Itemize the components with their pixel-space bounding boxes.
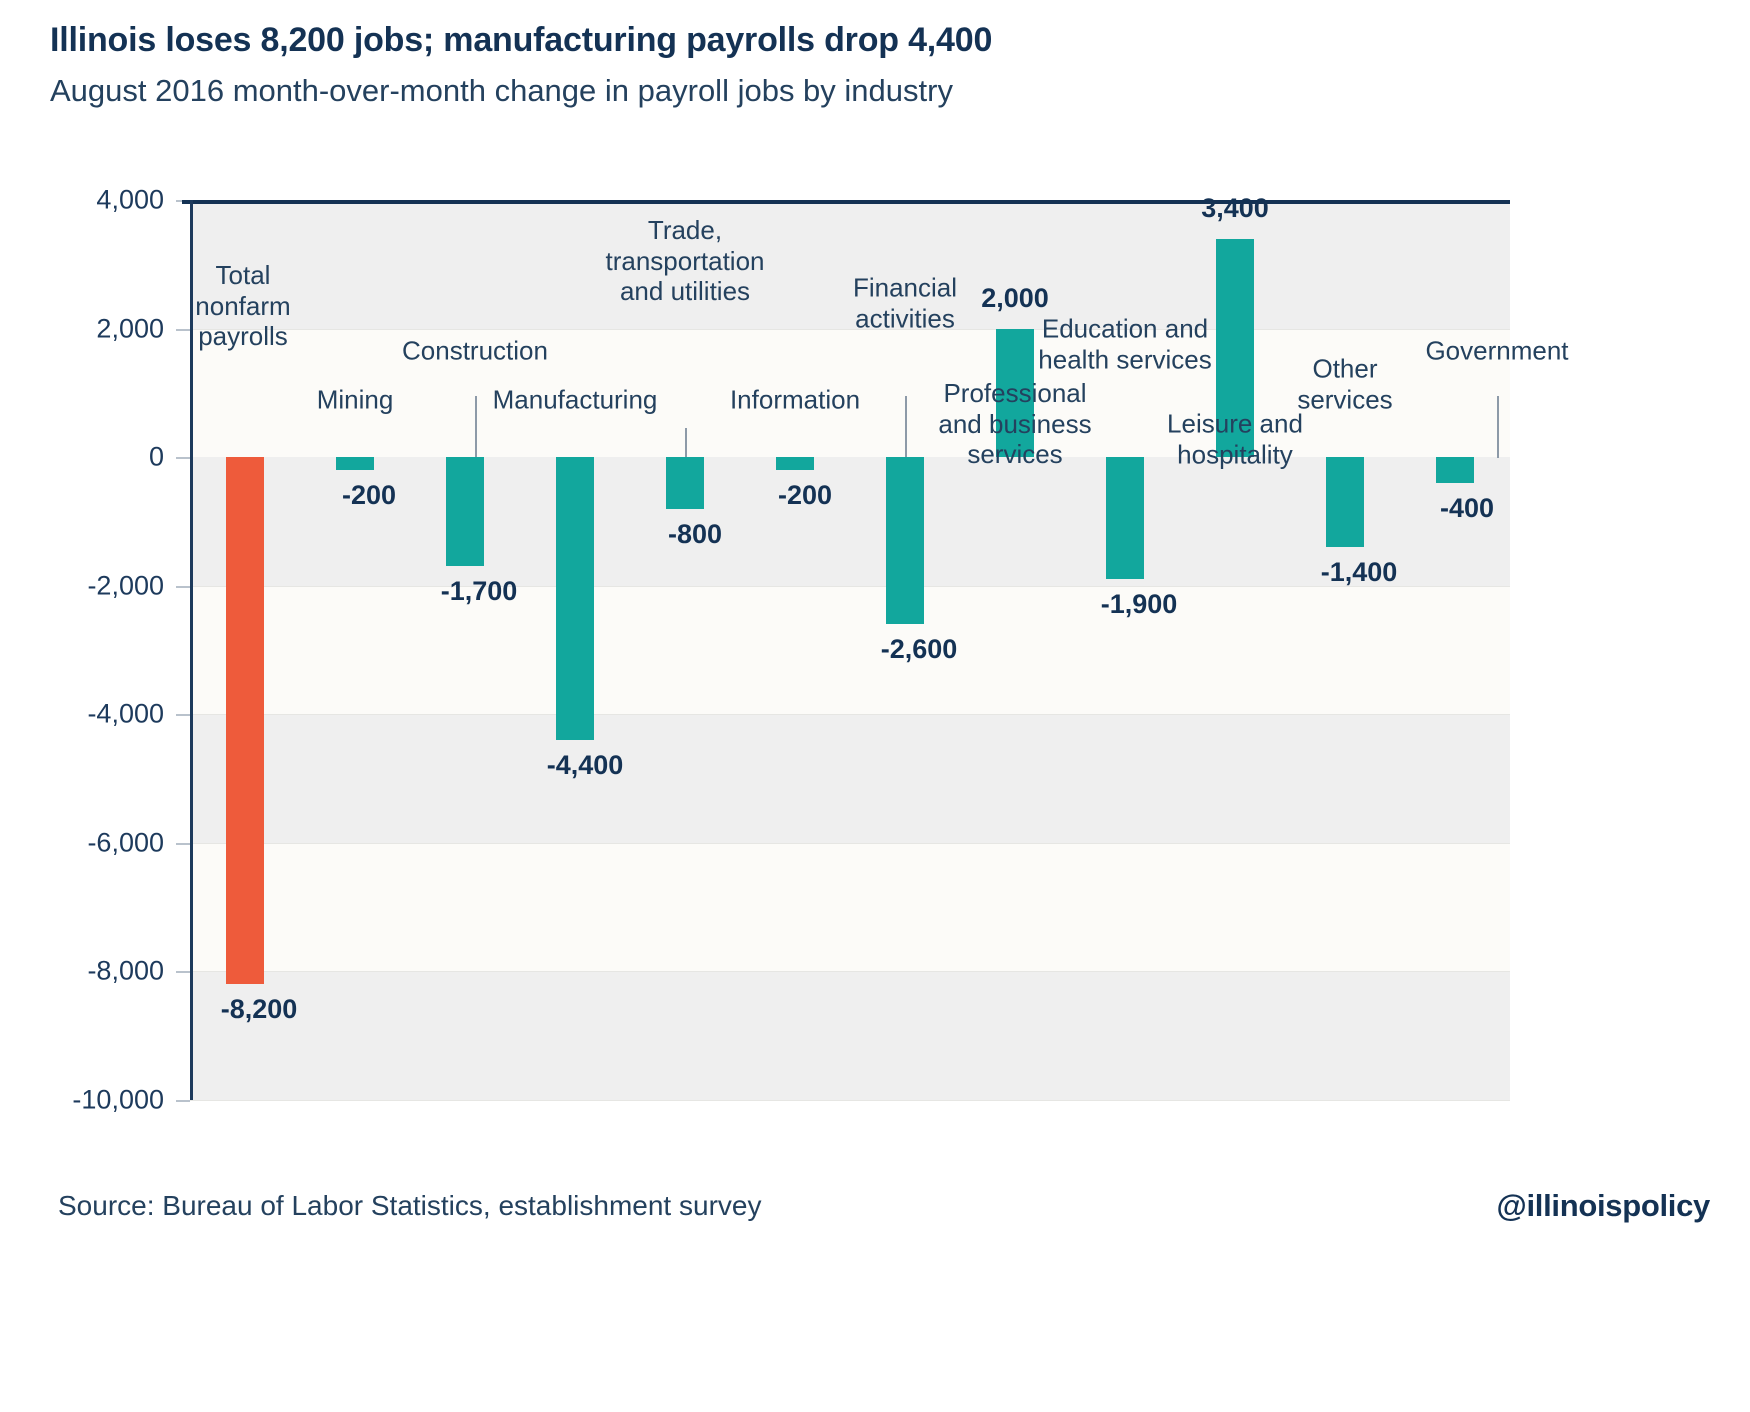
y-axis-tick-label: -10,000 (72, 1084, 164, 1115)
background-band (190, 200, 1510, 329)
category-label: Manufacturing (492, 384, 658, 415)
brand-handle: @illinoispolicy (1496, 1188, 1711, 1223)
y-axis-tick-label: -4,000 (87, 698, 164, 729)
plot-area: -8,200 Total nonfarm payrolls -200 Mining -1… (182, 193, 1569, 1101)
category-label: Education and health services (1038, 313, 1212, 375)
bar-value-label: -800 (667, 518, 723, 549)
category-label: Construction (402, 335, 548, 366)
gridline (190, 1100, 1510, 1101)
bar-value-label: -1,900 (1100, 589, 1178, 620)
bar-value-label: -400 (1439, 492, 1495, 523)
y-axis-tick-label: 2,000 (96, 313, 164, 344)
background-band (190, 971, 1510, 1100)
bar-6[interactable] (776, 457, 814, 470)
bar-4[interactable] (556, 457, 594, 740)
chart-subtitle: August 2016 month-over-month change in p… (50, 73, 953, 109)
bar-5[interactable] (666, 457, 704, 509)
y-axis-tick-label: 0 (148, 441, 164, 472)
gridline (190, 328, 1510, 330)
leader-line (1497, 396, 1499, 458)
category-label: Professional and business services (938, 377, 1092, 470)
y-axis-tick-mark (176, 1100, 190, 1102)
chart-header: Illinois loses 8,200 jobs; manufacturing… (50, 21, 1700, 109)
page-title: Illinois loses 8,200 jobs; manufacturing… (50, 21, 993, 59)
bar-value-label: 3,400 (1201, 192, 1269, 223)
category-label: Mining (316, 384, 394, 415)
zero-axis-line (182, 200, 1510, 204)
background-band (190, 714, 1510, 843)
bar-value-label: -200 (341, 480, 397, 510)
bar-8[interactable] (996, 328, 1034, 458)
y-axis-tick-mark (176, 842, 190, 845)
category-label: Total nonfarm payrolls (195, 259, 291, 352)
y-axis-tick-label: -8,000 (87, 955, 164, 986)
source-note: Source: Bureau of Labor Statistics, esta… (58, 1190, 762, 1221)
y-axis-tick-mark (176, 585, 190, 588)
bar-10[interactable] (1216, 238, 1254, 458)
gridline (190, 585, 1510, 587)
category-label: Other services (1297, 353, 1393, 415)
leader-line (685, 428, 687, 458)
bar-value-label: -1,700 (440, 576, 518, 607)
bar-value-label: -1,400 (1320, 557, 1398, 588)
leader-line (905, 396, 907, 458)
bar-11[interactable] (1326, 457, 1364, 548)
category-label: Government (1425, 335, 1569, 366)
bar-value-label: -4,400 (546, 750, 624, 780)
bar-3[interactable] (446, 457, 484, 567)
bar-value-label: -200 (777, 480, 833, 510)
category-label: Information (729, 384, 861, 415)
gridline (190, 714, 1510, 716)
bar-9[interactable] (1106, 457, 1144, 580)
leader-line (475, 396, 477, 458)
y-axis-tick-mark (176, 457, 190, 460)
bar-value-label: -2,600 (880, 634, 958, 665)
background-band (190, 585, 1510, 715)
bar-2[interactable] (336, 457, 374, 470)
y-axis-tick-mark (176, 971, 190, 974)
bar-value-label: -8,200 (220, 994, 298, 1025)
y-axis-tick-mark (176, 714, 190, 717)
background-band (190, 457, 1510, 586)
bar-7[interactable] (886, 457, 924, 625)
bar-1[interactable] (226, 457, 264, 985)
background-band (190, 328, 1510, 458)
category-label: Financial activities (852, 272, 958, 334)
bar-12[interactable] (1436, 457, 1474, 483)
bar-value-label: 2,000 (981, 282, 1049, 313)
y-axis-tick-label: -2,000 (87, 570, 164, 601)
y-axis-line (190, 200, 193, 1100)
y-axis-tick-label: 4,000 (96, 184, 164, 215)
y-axis-tick-label: -6,000 (87, 827, 164, 858)
y-axis-tick-mark (176, 328, 190, 331)
category-label: Trade, transportation and utilities (605, 214, 765, 307)
gridline (190, 842, 1510, 844)
background-band (190, 842, 1510, 972)
gridline (190, 971, 1510, 973)
category-label: Leisure and hospitality (1167, 408, 1303, 470)
